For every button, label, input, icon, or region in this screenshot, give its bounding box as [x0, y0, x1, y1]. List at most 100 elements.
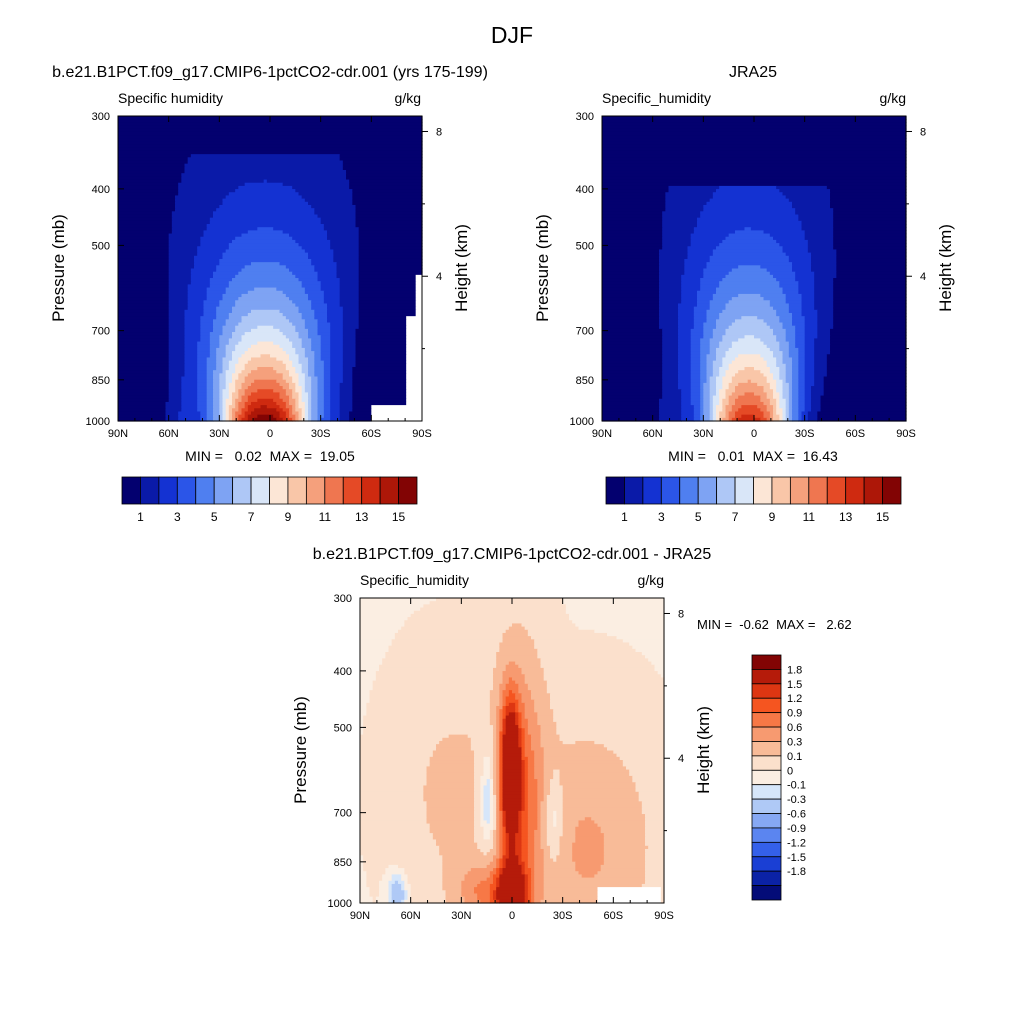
contour-cell [118, 135, 423, 139]
contour-cell [505, 864, 523, 869]
contour-cell [225, 319, 243, 324]
contour-cell [304, 382, 312, 387]
colorbar-swatch [845, 476, 865, 505]
contour-cell [360, 766, 428, 771]
colorbar-swatch [751, 726, 782, 742]
contour-cell [489, 715, 497, 720]
contour-cell [700, 363, 708, 368]
contour-cell [833, 306, 907, 311]
contour-cell [602, 290, 660, 295]
contour-cell [662, 386, 679, 390]
contour-cell [496, 788, 500, 793]
contour-cell [659, 265, 685, 270]
contour-cell [499, 785, 504, 790]
y-tick-label: 500 [334, 722, 352, 734]
contour-cell [181, 405, 198, 409]
contour-cell [496, 655, 538, 659]
colorbar-swatch [751, 683, 782, 699]
contour-cell [493, 823, 497, 828]
contour-cell [613, 750, 665, 755]
contour-cell [406, 357, 423, 362]
contour-cell [415, 287, 423, 292]
contour-cell [493, 820, 497, 825]
contour-cell [168, 268, 192, 273]
contour-cell [814, 293, 834, 298]
contour-cell [712, 192, 784, 197]
contour-cell [537, 652, 643, 656]
contour-cell [823, 376, 907, 381]
contour-cell [499, 747, 504, 752]
contour-cell [493, 785, 497, 790]
contour-cell [556, 817, 564, 821]
contour-cell [798, 398, 806, 403]
contour-cell [285, 335, 300, 339]
contour-cell [238, 414, 246, 419]
contour-cell [792, 201, 831, 206]
contour-cell [352, 395, 407, 400]
contour-cell [792, 373, 799, 378]
contour-cell [760, 293, 787, 298]
colorbar-swatch [121, 476, 141, 505]
contour-cell [480, 880, 494, 885]
contour-cell [788, 258, 812, 263]
contour-cell [282, 312, 303, 317]
contour-cell [404, 623, 513, 628]
contour-cell [546, 807, 564, 812]
contour-cell [540, 658, 649, 663]
contour-cell [575, 623, 665, 628]
contour-cell [355, 224, 423, 228]
contour-cell [360, 836, 434, 841]
contour-cell [200, 414, 208, 419]
contour-cell [703, 328, 714, 333]
contour-cell [194, 255, 224, 260]
contour-cell [489, 791, 494, 796]
contour-cell [804, 363, 815, 368]
contour-cell [168, 278, 192, 282]
contour-cell [779, 284, 799, 289]
contour-cell [118, 370, 170, 374]
contour-cell [602, 144, 907, 149]
contour-cell [833, 239, 907, 244]
contour-cell [804, 230, 834, 235]
contour-cell [505, 833, 510, 837]
contour-cell [690, 335, 704, 339]
contour-cell [693, 322, 704, 327]
contour-cell [782, 360, 793, 365]
contour-cell [304, 389, 312, 394]
contour-cell [432, 836, 475, 841]
contour-cell [320, 354, 331, 359]
contour-cell [203, 312, 217, 317]
contour-cell [833, 293, 907, 298]
contour-cell [534, 896, 545, 901]
contour-cell [197, 344, 211, 349]
contour-cell [527, 810, 538, 815]
contour-cell [366, 706, 491, 710]
contour-cell [697, 300, 711, 305]
contour-cell [181, 386, 198, 390]
contour-cell [342, 344, 357, 349]
contour-cell [706, 373, 714, 378]
contour-cell [515, 712, 519, 717]
contour-cell [213, 417, 220, 422]
contour-cell [496, 823, 500, 828]
contour-cell [502, 794, 523, 799]
contour-cell [279, 392, 287, 397]
contour-cell [543, 893, 599, 898]
contour-cell [505, 664, 519, 669]
contour-cell [575, 826, 602, 831]
contour-cell [798, 414, 803, 419]
contour-cell [659, 262, 685, 266]
contour-cell [725, 303, 771, 308]
contour-cell [358, 233, 423, 238]
contour-cell [731, 344, 768, 349]
contour-cell [168, 233, 205, 238]
contour-cell [776, 239, 809, 244]
contour-cell [769, 417, 774, 422]
contour-cell [703, 335, 714, 339]
contour-cell [662, 217, 698, 222]
contour-cell [531, 896, 535, 901]
contour-cell [406, 347, 423, 352]
contour-cell [521, 728, 526, 733]
contour-cell [276, 287, 306, 292]
contour-cell [200, 417, 208, 422]
